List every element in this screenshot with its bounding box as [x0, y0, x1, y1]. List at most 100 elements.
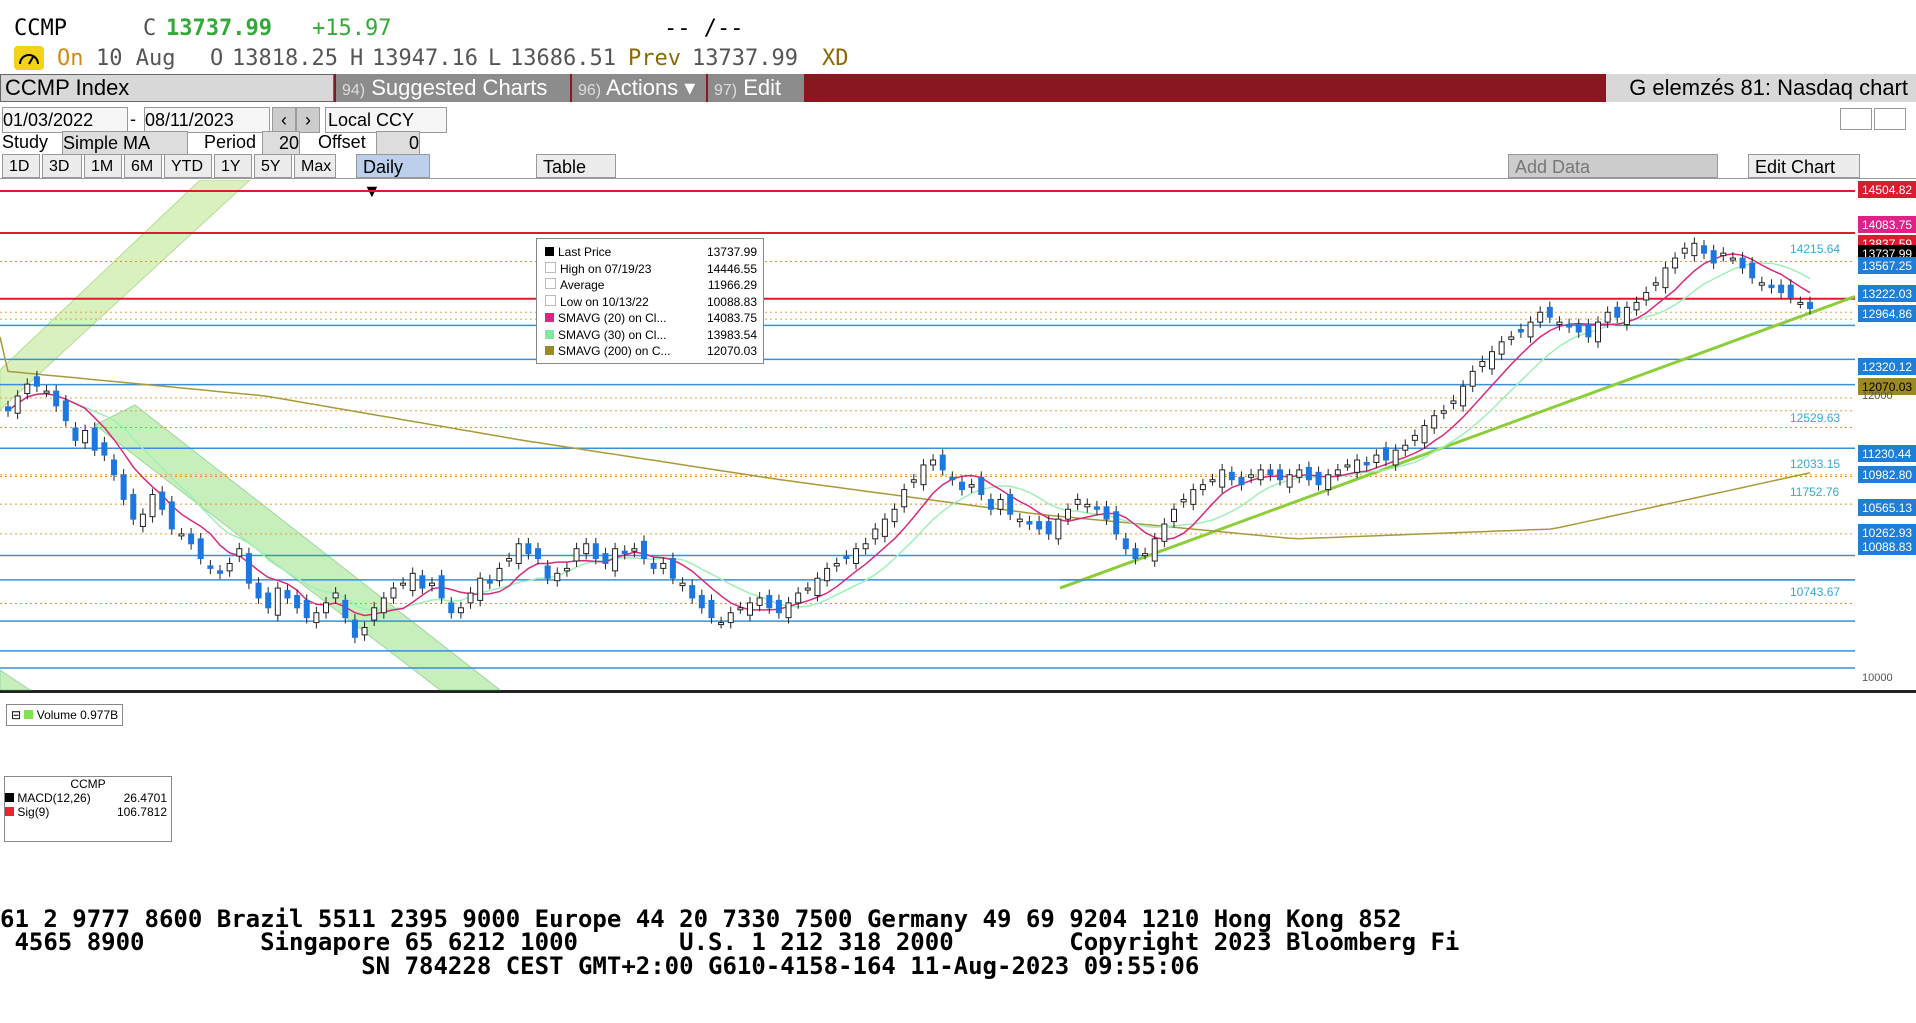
- candle-body: [400, 582, 407, 586]
- price-axis-label-bg: [1858, 257, 1916, 274]
- candle-body: [1267, 469, 1274, 476]
- candle-body: [901, 489, 908, 508]
- candle-body: [149, 494, 156, 518]
- candle-body: [843, 555, 850, 560]
- price-chart[interactable]: 14931.0614504.8214083.7513837.5913737.99…: [0, 180, 1916, 705]
- legend-row: SMAVG (30) on Cl... 13983.54: [545, 328, 757, 342]
- legend-label: Average: [560, 278, 605, 292]
- price-axis-label: 12964.86: [1862, 307, 1912, 321]
- candle-body: [380, 597, 387, 614]
- fib-label: 12033.15: [1790, 457, 1840, 471]
- table-button[interactable]: Table: [536, 154, 616, 178]
- candle-body: [573, 548, 580, 562]
- candle-body: [1585, 324, 1592, 338]
- range-button-1m[interactable]: 1M: [84, 154, 122, 178]
- channel-fragment: [0, 669, 32, 691]
- price-axis-label: 14083.75: [1862, 218, 1912, 232]
- legend-label: SMAVG (200) on C...: [558, 344, 671, 358]
- candle-body: [1691, 242, 1698, 257]
- prev-label: Prev: [628, 46, 681, 71]
- candle-body: [82, 429, 89, 444]
- offset-input[interactable]: 0: [376, 131, 420, 155]
- candle-body: [1652, 282, 1659, 286]
- on-label: On: [57, 46, 84, 71]
- open-label: O: [210, 46, 224, 71]
- candle-body: [1527, 321, 1534, 338]
- candle-body: [207, 565, 214, 569]
- range-row: 1D 3D 1M 6M YTD 1Y 5Y Max Daily ▼ Table Add Dat…: [0, 154, 1916, 201]
- candle-body: [1681, 247, 1688, 254]
- study-select[interactable]: Simple MA: [62, 131, 188, 155]
- legend-swatch: [545, 278, 556, 289]
- end-date-field[interactable]: 08/11/2023: [144, 107, 270, 133]
- candle-body: [1749, 262, 1756, 279]
- candle-body: [1537, 311, 1544, 323]
- price-change: +15.97: [312, 16, 392, 41]
- range-button-max[interactable]: Max: [294, 154, 336, 178]
- candle-body: [997, 498, 1004, 510]
- price-axis-label: 14504.82: [1862, 183, 1912, 197]
- suggested-charts-menu[interactable]: 94) Suggested Charts ▾: [336, 74, 570, 131]
- candle-body: [245, 553, 252, 584]
- candle-body: [872, 528, 879, 540]
- start-date-field[interactable]: 01/03/2022: [2, 107, 128, 133]
- candle-body: [621, 550, 628, 555]
- range-button-1d[interactable]: 1D: [2, 154, 40, 178]
- period-input[interactable]: 20: [262, 131, 300, 155]
- candle-body: [824, 567, 831, 582]
- legend-value: 14083.75: [706, 311, 757, 325]
- candle-body: [139, 513, 146, 528]
- speedometer-icon[interactable]: [14, 46, 44, 70]
- security-field[interactable]: CCMP Index: [0, 74, 334, 102]
- footer-line-2: 4565 8900 Singapore 65 6212 1000 U.S. 1 …: [0, 928, 1460, 956]
- prev-period-button[interactable]: ‹: [272, 107, 296, 133]
- currency-select[interactable]: Local CCY: [325, 107, 447, 133]
- edit-menu[interactable]: 97) Edit ▾: [708, 74, 804, 131]
- add-data-input[interactable]: Add Data: [1508, 154, 1718, 178]
- next-period-button[interactable]: ›: [296, 107, 320, 133]
- frequency-select[interactable]: Daily ▼: [356, 154, 430, 201]
- legend-swatch: [545, 346, 554, 355]
- range-button-5y[interactable]: 5Y: [254, 154, 292, 178]
- range-button-1y[interactable]: 1Y: [214, 154, 252, 178]
- price-axis-label-bg: [1858, 499, 1916, 516]
- candle-body: [1045, 521, 1052, 535]
- undo-icon[interactable]: [1840, 108, 1872, 130]
- candle-body: [1383, 447, 1389, 461]
- range-button-ytd[interactable]: YTD: [164, 154, 212, 178]
- candle-body: [1238, 476, 1245, 486]
- candle-body: [429, 582, 435, 587]
- candle-body: [217, 570, 223, 574]
- candle-body: [1710, 250, 1717, 264]
- candle-body: [766, 594, 773, 609]
- candle-body: [1016, 518, 1023, 523]
- candle-body: [1739, 257, 1746, 269]
- low-value: 13686.51: [510, 46, 616, 71]
- legend-label: SMAVG (20) on Cl...: [558, 311, 667, 325]
- candle-body: [554, 572, 561, 582]
- legend-label: High on 07/19/23: [560, 261, 652, 276]
- legend-row: SMAVG (20) on Cl... 14083.75: [545, 311, 757, 325]
- price-axis-label: 12320.12: [1862, 360, 1912, 374]
- legend-row: Low on 10/13/22 10088.83: [545, 294, 757, 309]
- candle-body: [756, 597, 763, 606]
- fib-label: 14215.64: [1790, 242, 1840, 256]
- range-button-3d[interactable]: 3D: [42, 154, 82, 178]
- edit-chart-button[interactable]: Edit Chart: [1748, 154, 1860, 178]
- candle-body: [1190, 489, 1197, 505]
- price-axis-label-bg: [1858, 466, 1916, 483]
- actions-menu[interactable]: 96) Actions ▾: [572, 74, 706, 102]
- candle-body: [72, 427, 79, 441]
- candle-body: [255, 582, 262, 599]
- open-value: 13818.25: [232, 46, 338, 71]
- candle-body: [111, 459, 117, 476]
- redo-icon[interactable]: [1874, 108, 1906, 130]
- candle-body: [930, 459, 937, 466]
- close-label: C: [143, 16, 157, 41]
- candle-body: [515, 543, 522, 564]
- candle-body: [1373, 454, 1380, 463]
- range-button-6m[interactable]: 6M: [124, 154, 162, 178]
- candle-body: [43, 390, 50, 394]
- study-label: Study: [2, 132, 49, 152]
- price-axis-label-bg: [1858, 378, 1916, 395]
